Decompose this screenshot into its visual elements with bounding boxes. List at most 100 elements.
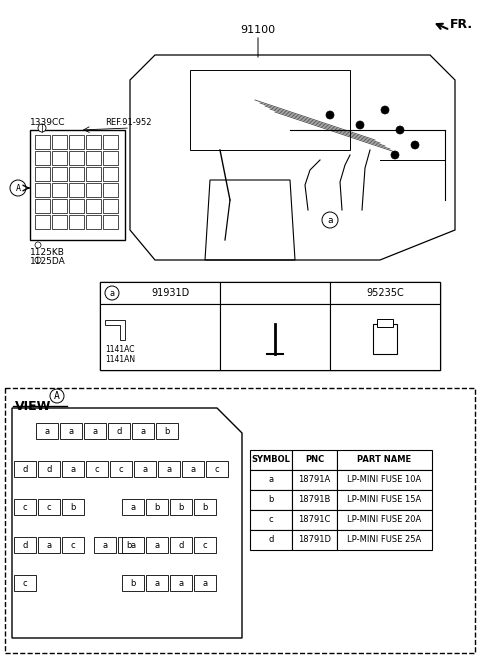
Text: a: a (143, 465, 147, 473)
Bar (35, 167, 50, 181)
Text: a: a (69, 426, 73, 436)
Circle shape (396, 126, 404, 134)
Bar (94, 537, 116, 553)
Circle shape (322, 212, 338, 228)
Bar (5, 388, 475, 653)
Bar (86, 183, 101, 197)
Bar (170, 537, 192, 553)
Bar (52, 167, 67, 181)
Bar (146, 499, 168, 515)
Circle shape (50, 389, 64, 403)
Circle shape (391, 151, 399, 159)
Text: 18791C: 18791C (298, 516, 331, 524)
Bar (158, 461, 180, 477)
Bar (14, 537, 36, 553)
Text: a: a (141, 426, 145, 436)
Text: SYMBOL: SYMBOL (252, 455, 290, 465)
Text: A: A (54, 391, 60, 401)
Text: PNC: PNC (305, 455, 324, 465)
Bar (86, 151, 101, 165)
Bar (52, 183, 67, 197)
Text: c: c (215, 465, 219, 473)
Bar (14, 499, 36, 515)
Text: d: d (116, 426, 122, 436)
Text: a: a (327, 216, 333, 224)
Text: c: c (203, 540, 207, 549)
Text: LP-MINI FUSE 10A: LP-MINI FUSE 10A (348, 475, 421, 485)
Bar (146, 537, 168, 553)
Bar (30, 130, 125, 240)
Text: d: d (268, 536, 274, 545)
Bar (14, 575, 36, 591)
Bar (100, 282, 440, 370)
Bar (292, 470, 337, 490)
Text: A: A (15, 183, 21, 193)
Text: c: c (95, 465, 99, 473)
Text: 18791A: 18791A (299, 475, 331, 485)
Bar (52, 151, 67, 165)
Bar (134, 461, 156, 477)
Text: 91931D: 91931D (151, 288, 189, 298)
Bar (69, 183, 84, 197)
Text: c: c (119, 465, 123, 473)
Text: b: b (126, 540, 132, 549)
Bar (170, 499, 192, 515)
Bar (69, 135, 84, 149)
Text: 95235C: 95235C (366, 288, 404, 298)
Text: FR.: FR. (450, 18, 473, 31)
Bar (62, 499, 84, 515)
Text: a: a (45, 426, 49, 436)
Text: 91100: 91100 (240, 25, 276, 35)
Bar (118, 537, 140, 553)
Text: 18791B: 18791B (298, 495, 331, 504)
Bar (122, 499, 144, 515)
Bar (103, 151, 118, 165)
Bar (206, 461, 228, 477)
Bar (86, 167, 101, 181)
Bar (35, 135, 50, 149)
Bar (330, 282, 440, 304)
Bar (35, 215, 50, 229)
Text: a: a (109, 289, 115, 297)
Text: a: a (167, 465, 171, 473)
Bar (250, 450, 292, 470)
Text: b: b (130, 579, 136, 587)
Bar (170, 575, 192, 591)
Bar (38, 499, 60, 515)
Bar (337, 530, 432, 550)
Bar (103, 135, 118, 149)
Bar (69, 199, 84, 213)
Circle shape (411, 141, 419, 149)
Bar (52, 135, 67, 149)
Bar (292, 490, 337, 510)
Bar (373, 324, 397, 354)
Bar (35, 183, 50, 197)
Text: 1125KB: 1125KB (30, 248, 65, 257)
Text: a: a (131, 502, 135, 512)
Bar (100, 282, 220, 304)
Text: a: a (179, 579, 183, 587)
Text: d: d (22, 465, 28, 473)
Bar (62, 537, 84, 553)
Bar (337, 470, 432, 490)
Circle shape (356, 121, 364, 129)
Bar (100, 304, 220, 370)
Text: c: c (23, 579, 27, 587)
Text: c: c (71, 540, 75, 549)
Text: d: d (178, 540, 184, 549)
Bar (190, 70, 350, 150)
Bar (337, 490, 432, 510)
Bar (84, 423, 106, 439)
Bar (69, 215, 84, 229)
Bar (146, 575, 168, 591)
Text: c: c (23, 502, 27, 512)
Text: a: a (131, 540, 135, 549)
Text: d: d (22, 540, 28, 549)
Text: LP-MINI FUSE 25A: LP-MINI FUSE 25A (348, 536, 421, 545)
Text: a: a (93, 426, 97, 436)
Bar (86, 461, 108, 477)
Text: c: c (47, 502, 51, 512)
Bar (38, 537, 60, 553)
Bar (182, 461, 204, 477)
Bar (86, 135, 101, 149)
